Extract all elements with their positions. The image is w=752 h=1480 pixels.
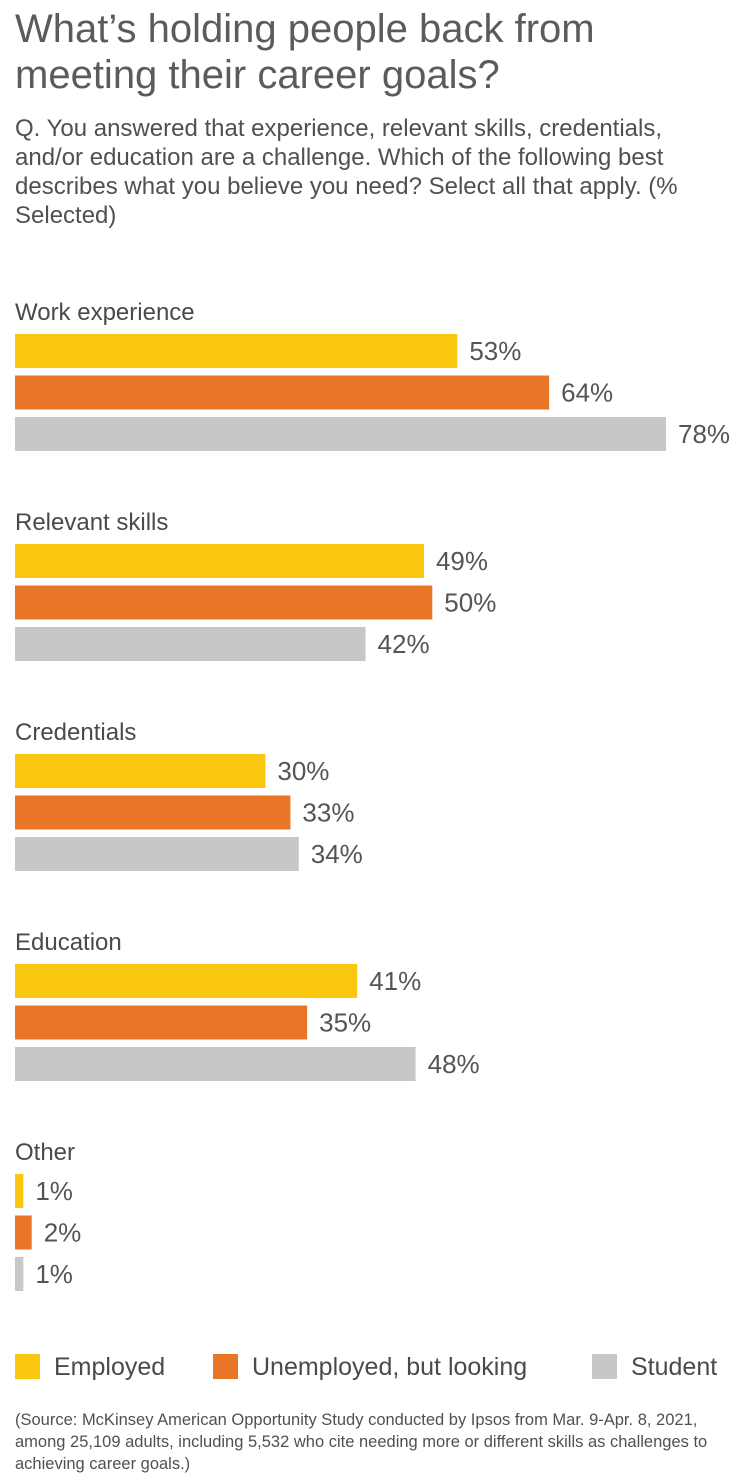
data-label: 1%	[35, 1176, 73, 1206]
legend-swatch-student	[592, 1354, 617, 1379]
data-label: 49%	[436, 546, 488, 576]
data-label: 42%	[378, 629, 430, 659]
group-other: Other 1% 2% 1%	[15, 1139, 81, 1291]
bar-employed	[15, 1174, 24, 1208]
source-note: (Source: McKinsey American Opportunity S…	[15, 1411, 708, 1473]
chart-subtitle: Q. You answered that experience, relevan…	[15, 115, 678, 229]
bar-unemployed-but-looking	[15, 585, 433, 620]
legend-swatch-employed	[15, 1354, 40, 1379]
category-label: Relevant skills	[15, 509, 168, 536]
data-label: 1%	[35, 1259, 73, 1289]
data-label: 53%	[469, 336, 521, 366]
data-label: 64%	[561, 378, 613, 408]
group-relevant-skills: Relevant skills 49% 50% 42%	[15, 509, 496, 661]
category-label: Education	[15, 929, 122, 956]
bar-unemployed-but-looking	[15, 1005, 308, 1040]
bar-employed	[15, 754, 266, 788]
category-label: Other	[15, 1139, 75, 1166]
data-label: 33%	[302, 798, 354, 828]
category-label: Credentials	[15, 719, 136, 746]
legend-swatch-unemployed-but-looking	[213, 1354, 238, 1379]
bar-student	[15, 837, 299, 871]
data-label: 35%	[319, 1008, 371, 1038]
legend-label: Student	[631, 1353, 717, 1381]
bar-employed	[15, 334, 458, 368]
bar-unemployed-but-looking	[15, 375, 550, 410]
chart-title: What’s holding people back from meeting …	[15, 7, 595, 97]
bar-employed	[15, 964, 358, 998]
bar-employed	[15, 544, 424, 578]
bar-student	[15, 1257, 24, 1291]
bar-unemployed-but-looking	[15, 795, 291, 830]
legend: Employed Unemployed, but looking Student	[15, 1353, 717, 1381]
group-education: Education 41% 35% 48%	[15, 929, 480, 1081]
data-label: 50%	[444, 588, 496, 618]
bar-student	[15, 627, 366, 661]
bar-student	[15, 417, 666, 451]
data-label: 78%	[678, 419, 730, 449]
data-label: 41%	[369, 966, 421, 996]
bar-student	[15, 1047, 416, 1081]
category-label: Work experience	[15, 299, 195, 326]
group-credentials: Credentials 30% 33% 34%	[15, 719, 363, 871]
legend-label: Employed	[54, 1353, 165, 1381]
bar-unemployed-but-looking	[15, 1215, 32, 1250]
data-label: 2%	[44, 1218, 82, 1248]
legend-label: Unemployed, but looking	[252, 1353, 527, 1381]
data-label: 30%	[277, 756, 329, 786]
data-label: 34%	[311, 839, 363, 869]
group-work-experience: Work experience 53% 64% 78%	[15, 299, 730, 451]
data-label: 48%	[428, 1049, 480, 1079]
